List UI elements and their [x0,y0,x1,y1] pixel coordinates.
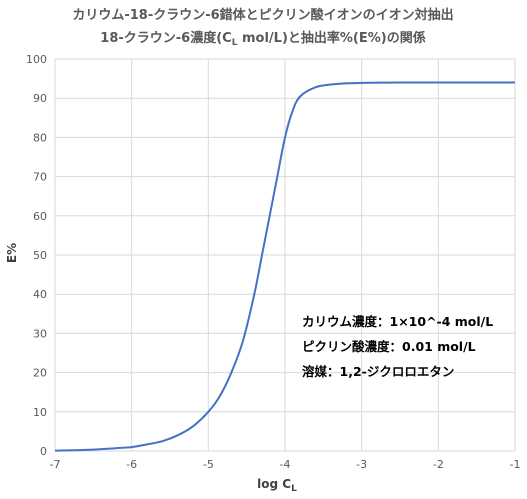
y-tick-label: 60 [33,210,47,223]
y-tick-label: 20 [33,367,47,380]
series-layer [54,81,515,452]
chart-title: カリウム-18-クラウン-6錯体とピクリン酸イオンのイオン対抽出 [72,7,453,23]
y-tick-label: 90 [33,92,47,105]
x-tick-label: -3 [356,458,367,471]
tick-labels: 0 10 20 30 40 50 60 70 80 90 100 -7 -6 -5 -4 -3 -2 -1 [26,53,520,471]
x-tick-label: -6 [126,458,137,471]
chart-subtitle-tail: mol/L)と抽出率%(E%)の関係 [237,30,425,46]
y-tick-label: 40 [33,288,47,301]
y-tick-label: 50 [33,249,47,262]
y-tick-label: 80 [33,131,47,144]
x-axis-title-main: log C [257,477,291,491]
annotation-solvent: 溶媒：1,2-ジクロロエタン [302,364,454,379]
y-tick-label: 100 [26,53,47,66]
chart-subtitle: 18-クラウン-6濃度(CL mol/L)と抽出率%(E%)の関係 [100,30,425,48]
x-tick-label: -4 [280,458,291,471]
y-tick-label: 10 [33,406,47,419]
series-line [54,81,515,452]
y-tick-label: 30 [33,327,47,340]
annotation-potassium: カリウム濃度：1×10^-4 mol/L [302,314,493,329]
x-axis-title: log CL [257,477,297,494]
y-axis-title: E% [5,243,19,263]
conditions-annotation: カリウム濃度：1×10^-4 mol/L ピクリン酸濃度：0.01 mol/L … [302,314,493,379]
gridlines [54,58,516,452]
y-tick-label: 70 [33,171,47,184]
x-axis-title-sub: L [291,484,297,494]
annotation-picrate: ピクリン酸濃度：0.01 mol/L [302,339,476,354]
x-tick-label: -5 [203,458,214,471]
chart-subtitle-head: 18-クラウン-6濃度(C [100,30,231,46]
x-tick-label: -2 [433,458,444,471]
x-tick-label: -7 [50,458,61,471]
x-tick-label: -1 [510,458,521,471]
y-tick-label: 0 [40,445,47,458]
chart-subtitle-sub: L [232,38,238,48]
